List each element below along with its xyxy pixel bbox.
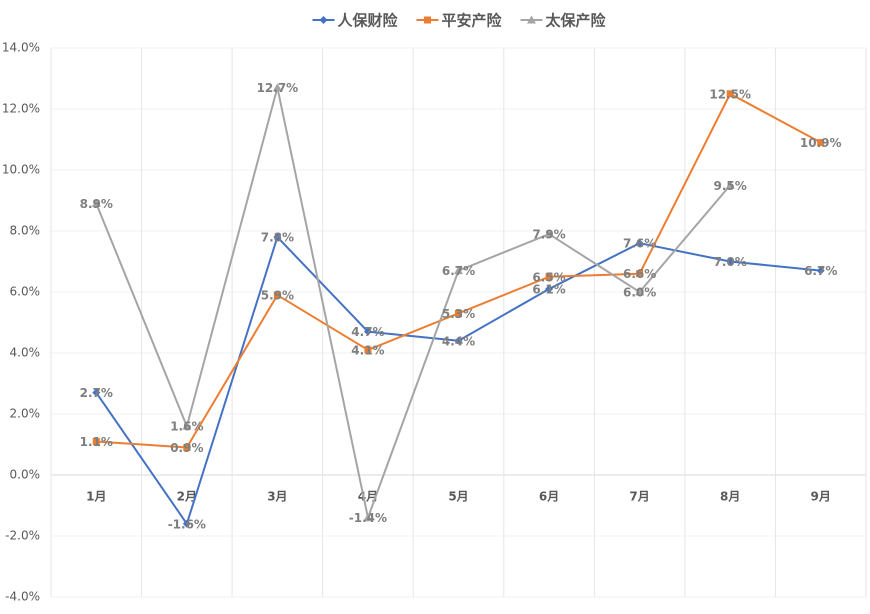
value-label: 6.7% <box>804 264 837 278</box>
value-label: 6.6% <box>623 267 656 281</box>
y-tick-label: 14.0% <box>2 41 40 55</box>
series-line <box>95 236 821 525</box>
y-tick-label: -2.0% <box>5 529 40 543</box>
marker <box>91 199 101 208</box>
y-tick-label: 12.0% <box>2 102 40 116</box>
x-tick-label: 8月 <box>720 490 740 504</box>
marker <box>726 257 735 266</box>
y-tick-label: 10.0% <box>2 163 40 177</box>
value-label: 10.9% <box>800 136 842 150</box>
x-tick-label: 2月 <box>177 490 197 504</box>
marker <box>273 291 281 299</box>
marker <box>182 519 191 528</box>
value-label: 5.9% <box>261 289 294 303</box>
x-tick-label: 9月 <box>811 490 831 504</box>
value-label: 12.5% <box>709 87 751 101</box>
value-label: 4.4% <box>442 334 475 348</box>
legend-marker <box>527 15 536 24</box>
value-label: 6.5% <box>532 270 565 284</box>
marker <box>454 336 463 345</box>
legend-marker <box>319 16 328 24</box>
value-label: 12.7% <box>257 81 299 95</box>
value-label: 6.7% <box>442 264 475 278</box>
marker <box>817 139 825 147</box>
marker <box>816 266 825 275</box>
marker <box>363 327 372 336</box>
legend-label: 太保产险 <box>546 12 607 30</box>
value-label: 4.7% <box>351 325 384 339</box>
y-tick-label: 6.0% <box>10 285 41 299</box>
x-tick-label: 3月 <box>267 490 287 504</box>
value-label: 9.5% <box>714 179 747 193</box>
value-label: 5.3% <box>442 307 475 321</box>
marker <box>454 266 463 275</box>
value-label: 1.6% <box>170 420 203 434</box>
x-tick-label: 7月 <box>629 490 649 504</box>
value-label: 6.0% <box>623 286 656 300</box>
marker <box>92 437 100 445</box>
value-label: 7.9% <box>532 228 565 242</box>
legend-label: 平安产险 <box>442 12 503 30</box>
value-label: 6.1% <box>532 282 565 296</box>
marker <box>636 270 644 278</box>
value-label: 1.1% <box>80 435 113 449</box>
x-tick-label: 5月 <box>448 490 468 504</box>
value-label: 7.8% <box>261 231 294 245</box>
x-tick-label: 6月 <box>539 490 559 504</box>
value-label: 0.9% <box>170 441 203 455</box>
value-label: 4.1% <box>351 343 384 357</box>
marker <box>272 83 282 92</box>
marker <box>635 287 645 296</box>
y-tick-label: 8.0% <box>10 224 41 238</box>
marker <box>364 346 372 354</box>
y-tick-label: 2.0% <box>10 407 41 421</box>
marker <box>273 233 282 242</box>
y-tick-label: -4.0% <box>5 590 40 604</box>
series-line <box>95 86 731 519</box>
value-label: 8.9% <box>80 197 113 211</box>
marker <box>455 309 462 317</box>
value-label: 2.7% <box>80 386 113 400</box>
marker <box>726 90 734 98</box>
marker <box>544 229 554 238</box>
marker <box>92 388 101 397</box>
value-label: 7.6% <box>623 237 656 251</box>
marker <box>725 180 735 189</box>
y-tick-label: 4.0% <box>10 346 41 360</box>
marker <box>635 239 644 248</box>
marker <box>183 444 191 452</box>
marker <box>363 513 373 522</box>
legend-label: 人保财险 <box>338 12 399 30</box>
value-label: -1.6% <box>168 517 206 531</box>
marker <box>182 421 192 430</box>
legend-marker <box>424 16 431 24</box>
y-tick-label: 0.0% <box>10 468 41 482</box>
x-tick-label: 1月 <box>86 490 106 504</box>
marker <box>545 284 554 293</box>
marker <box>545 273 553 281</box>
value-label: -1.4% <box>349 511 387 525</box>
value-label: 7.0% <box>714 255 747 269</box>
